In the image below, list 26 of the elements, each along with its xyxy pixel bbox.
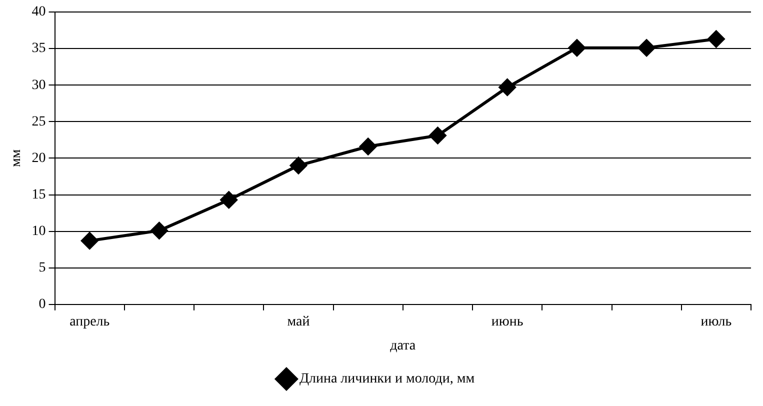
y-tick-label: 20	[32, 150, 46, 166]
point	[429, 127, 446, 144]
y-axis-title: мм	[9, 149, 24, 168]
point	[290, 157, 307, 174]
y-tick-label: 10	[32, 224, 46, 239]
y-tick-label: 25	[32, 114, 46, 130]
point	[360, 138, 377, 156]
x-tick-label: июль	[700, 314, 732, 330]
x-tick-label: апрель	[70, 314, 110, 330]
y-tick-label: 40	[32, 4, 46, 20]
y-tick-label: 5	[38, 260, 46, 276]
point	[708, 30, 725, 48]
x-tick-label: май	[287, 314, 310, 330]
x-axis-title: дата	[390, 338, 416, 354]
y-tick-label: 30	[32, 78, 46, 93]
y-tick-label: 0	[38, 297, 46, 312]
point	[638, 39, 656, 56]
point	[220, 191, 238, 208]
y-tick-label: 15	[32, 187, 46, 202]
point	[150, 222, 168, 240]
point	[81, 232, 98, 250]
legend-label: Длина личинки и молоди, мм	[299, 372, 475, 387]
point	[498, 78, 516, 96]
x-tick-label: июнь	[491, 314, 524, 330]
y-tick-label: 35	[32, 41, 46, 56]
point	[568, 39, 586, 56]
